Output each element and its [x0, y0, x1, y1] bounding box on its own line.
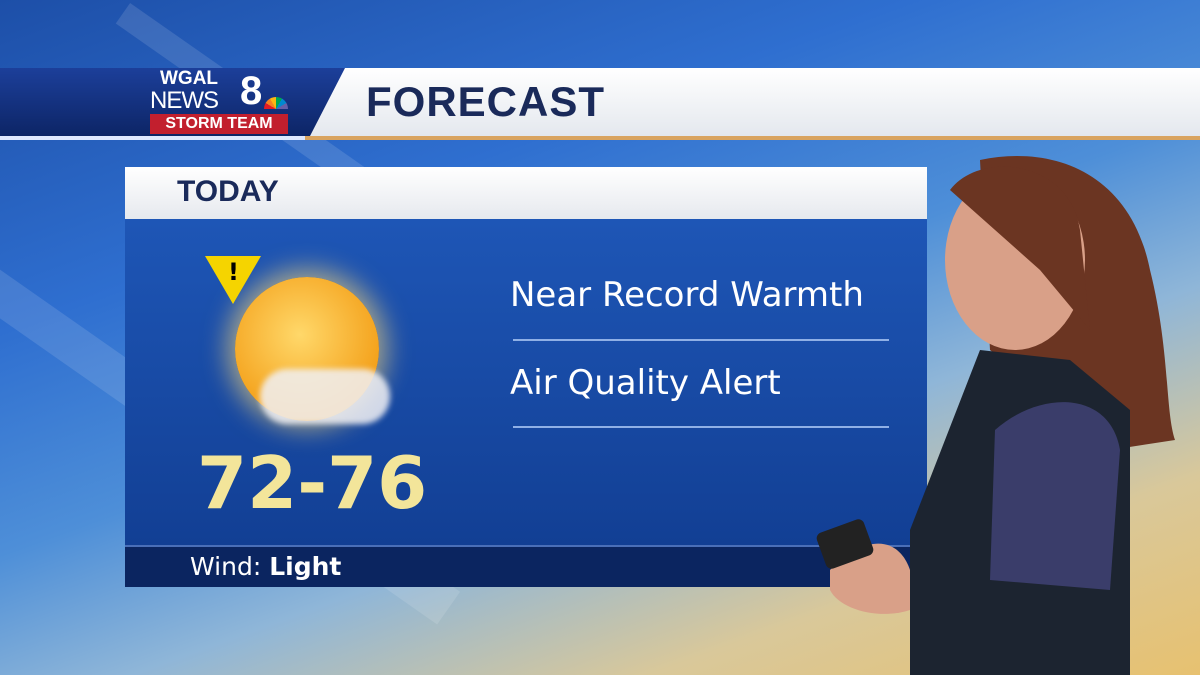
wind-value: Light — [269, 552, 342, 581]
wind-row: Wind: Light — [125, 545, 927, 587]
nbc-peacock-icon — [264, 97, 288, 109]
card-body: ! 72-76 Near Record Warmth Air Quality A… — [125, 219, 927, 545]
card-heading: TODAY — [125, 167, 927, 219]
forecast-card: TODAY ! 72-76 Near Record Warmth Air Qua… — [125, 167, 927, 587]
divider — [0, 136, 310, 140]
note-divider — [513, 426, 889, 428]
note-air-quality-alert: Air Quality Alert — [510, 363, 781, 403]
note-divider — [513, 339, 889, 341]
page-title: FORECAST — [366, 78, 605, 125]
presenter — [816, 155, 1175, 675]
station-logo: WGAL NEWS 8 STORM TEAM — [150, 69, 290, 135]
logo-wgal: WGAL — [160, 68, 219, 89]
warning-triangle-icon: ! — [205, 256, 261, 304]
storm-team-tag: STORM TEAM — [150, 114, 288, 134]
note-near-record-warmth: Near Record Warmth — [510, 275, 864, 315]
wind-label: Wind: — [190, 552, 262, 581]
accent-divider — [305, 136, 1200, 140]
station-logo-panel: WGAL NEWS 8 STORM TEAM — [0, 68, 345, 136]
alert-symbol: ! — [228, 258, 239, 286]
header-bar: WGAL NEWS 8 STORM TEAM FORECAST — [0, 68, 1200, 140]
title-panel — [310, 68, 1200, 136]
cloud-icon — [260, 369, 390, 424]
logo-news: NEWS — [150, 87, 219, 114]
logo-eight: 8 — [240, 69, 263, 113]
temperature-range: 72-76 — [197, 441, 428, 525]
